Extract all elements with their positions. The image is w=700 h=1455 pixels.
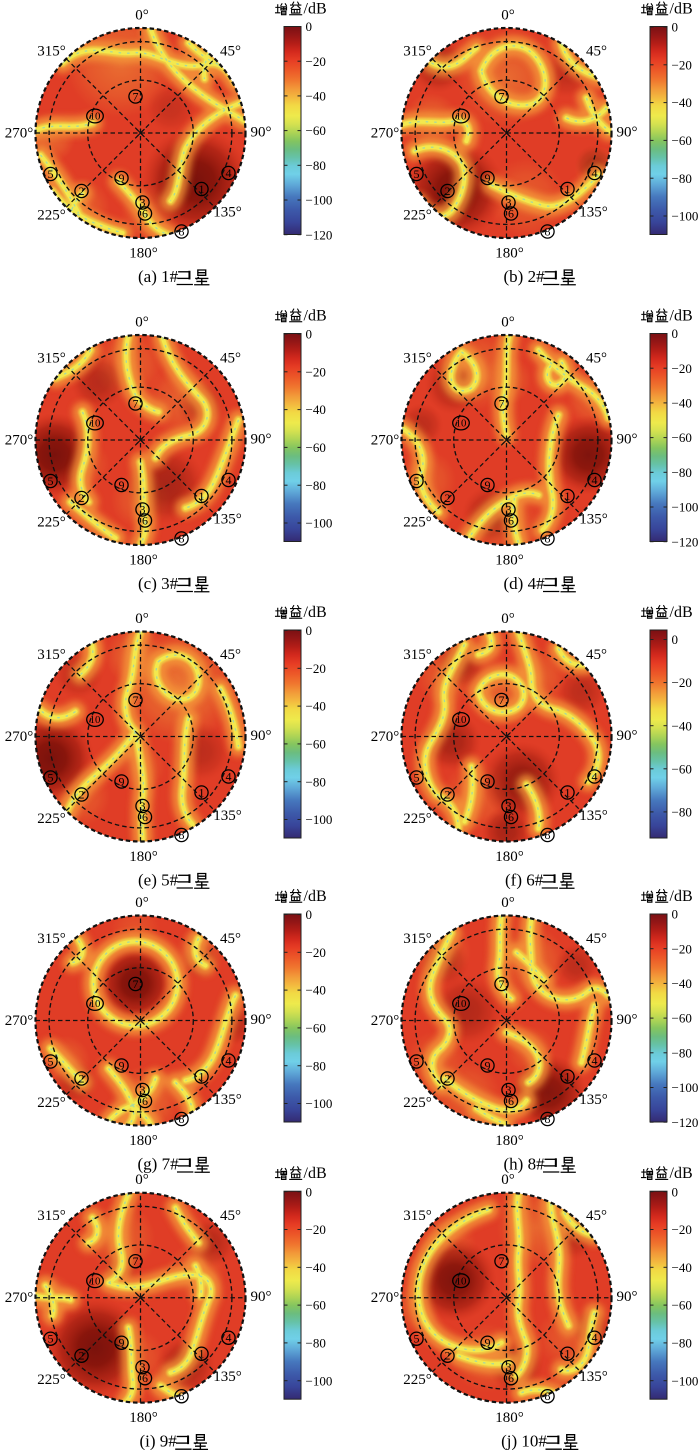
svg-text:−80: −80	[672, 1336, 692, 1351]
svg-text:−100: −100	[306, 1373, 333, 1388]
svg-text:−80: −80	[672, 805, 692, 820]
svg-text:−20: −20	[672, 675, 692, 690]
svg-text:−20: −20	[672, 57, 692, 72]
svg-text:−120: −120	[306, 227, 333, 242]
svg-text:−60: −60	[306, 440, 326, 455]
svg-text:(h) 8#: (h) 8#	[504, 1155, 546, 1174]
svg-text:−100: −100	[672, 500, 699, 515]
svg-text:0: 0	[672, 20, 679, 35]
svg-text:−40: −40	[306, 1260, 326, 1275]
svg-text:0: 0	[306, 19, 313, 34]
svg-text:−40: −40	[672, 396, 692, 411]
svg-text:0: 0	[306, 327, 313, 342]
svg-text:−120: −120	[672, 534, 699, 549]
svg-text:−40: −40	[306, 983, 326, 998]
svg-text:−100: −100	[306, 516, 333, 531]
svg-text:−80: −80	[672, 465, 692, 480]
svg-text:−20: −20	[672, 941, 692, 956]
svg-text:−80: −80	[306, 158, 326, 173]
svg-text:0: 0	[672, 632, 679, 647]
svg-text:−100: −100	[672, 1080, 699, 1095]
svg-text:(j) 10#: (j) 10#	[501, 1432, 547, 1450]
svg-text:−60: −60	[672, 430, 692, 445]
svg-text:−80: −80	[306, 1058, 326, 1073]
svg-text:−60: −60	[672, 1011, 692, 1026]
svg-text:−40: −40	[672, 718, 692, 733]
svg-text:−60: −60	[306, 737, 326, 752]
svg-text:−60: −60	[306, 1298, 326, 1313]
svg-text:(i) 9#: (i) 9#	[140, 1432, 178, 1450]
svg-text:−100: −100	[306, 812, 333, 827]
svg-text:−40: −40	[672, 95, 692, 110]
svg-text:−100: −100	[306, 1096, 333, 1111]
svg-text:−80: −80	[672, 1045, 692, 1060]
svg-text:−20: −20	[672, 361, 692, 376]
svg-text:(a) 1#: (a) 1#	[138, 267, 179, 286]
svg-text:−20: −20	[306, 661, 326, 676]
svg-text:−120: −120	[672, 1115, 699, 1130]
svg-text:−40: −40	[672, 976, 692, 991]
svg-text:−60: −60	[306, 1021, 326, 1036]
svg-text:(c) 3#: (c) 3#	[138, 574, 179, 593]
svg-text:−20: −20	[306, 945, 326, 960]
svg-text:−80: −80	[306, 774, 326, 789]
svg-text:−60: −60	[672, 133, 692, 148]
svg-text:(d) 4#: (d) 4#	[504, 574, 546, 593]
svg-text:−40: −40	[306, 699, 326, 714]
svg-text:−60: −60	[306, 123, 326, 138]
svg-text:0: 0	[672, 326, 679, 341]
svg-text:−20: −20	[672, 1222, 692, 1237]
svg-text:−20: −20	[306, 54, 326, 69]
svg-text:−60: −60	[672, 1298, 692, 1313]
svg-text:(b) 2#: (b) 2#	[504, 267, 546, 286]
svg-text:0: 0	[306, 1184, 313, 1199]
svg-text:−100: −100	[672, 209, 699, 224]
svg-text:−40: −40	[306, 402, 326, 417]
svg-text:−40: −40	[672, 1260, 692, 1275]
svg-text:0: 0	[672, 907, 679, 922]
svg-text:0: 0	[306, 907, 313, 922]
svg-text:(e) 5#: (e) 5#	[138, 871, 179, 890]
svg-text:−80: −80	[306, 478, 326, 493]
svg-text:−20: −20	[306, 1222, 326, 1237]
svg-text:−80: −80	[672, 171, 692, 186]
svg-text:−80: −80	[306, 1336, 326, 1351]
svg-text:(f) 6#: (f) 6#	[505, 871, 544, 890]
svg-text:(g) 7#: (g) 7#	[138, 1155, 180, 1174]
svg-text:0: 0	[306, 623, 313, 638]
svg-text:0: 0	[672, 1184, 679, 1199]
svg-text:−60: −60	[672, 761, 692, 776]
svg-text:−20: −20	[306, 364, 326, 379]
svg-text:−100: −100	[306, 193, 333, 208]
svg-text:−40: −40	[306, 89, 326, 104]
svg-text:−100: −100	[672, 1373, 699, 1388]
